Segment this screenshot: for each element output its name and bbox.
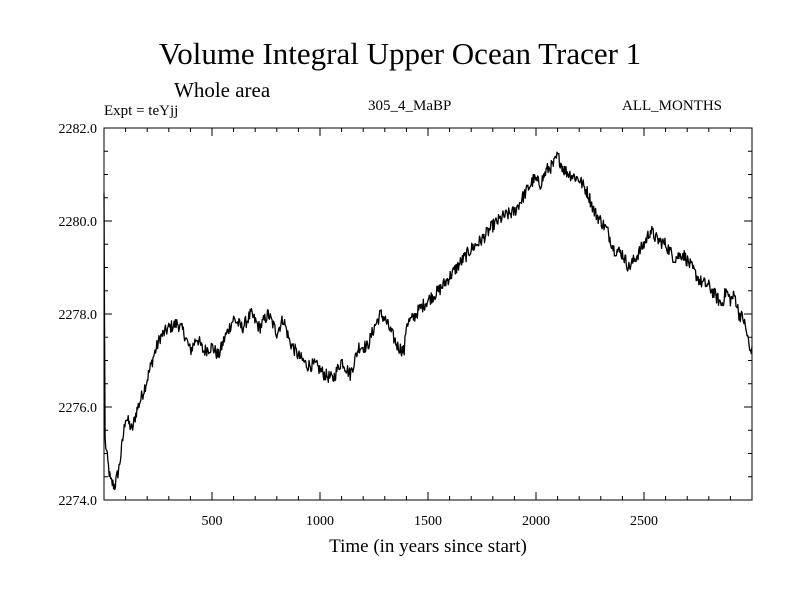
series-line xyxy=(103,151,753,491)
y-tick-label: 2276.0 xyxy=(59,401,98,416)
y-tick-label: 2278.0 xyxy=(59,308,98,323)
x-tick-label: 2000 xyxy=(522,514,550,529)
series-layer xyxy=(103,151,753,491)
chart-subtitle: Whole area xyxy=(174,78,271,102)
axis-ticks: 500 1000 1500 2000 2500 2274.0 2276.0 2278.0 228… xyxy=(59,122,752,529)
y-tick-label: 2280.0 xyxy=(59,215,98,230)
run-label: 305_4_MaBP xyxy=(368,98,452,114)
x-axis-label: Time (in years since start) xyxy=(329,536,527,557)
y-tick-label: 2274.0 xyxy=(59,494,98,509)
chart-title: Volume Integral Upper Ocean Tracer 1 xyxy=(158,36,642,71)
x-tick-label: 1500 xyxy=(414,514,442,529)
x-tick-label: 500 xyxy=(202,514,223,529)
period-label: ALL_MONTHS xyxy=(622,98,722,114)
y-tick-label: 2282.0 xyxy=(59,122,98,137)
experiment-label: Expt = teYjj xyxy=(104,103,179,119)
plot-frame xyxy=(103,127,753,501)
x-tick-label: 1000 xyxy=(306,514,334,529)
x-tick-label: 2500 xyxy=(630,514,658,529)
